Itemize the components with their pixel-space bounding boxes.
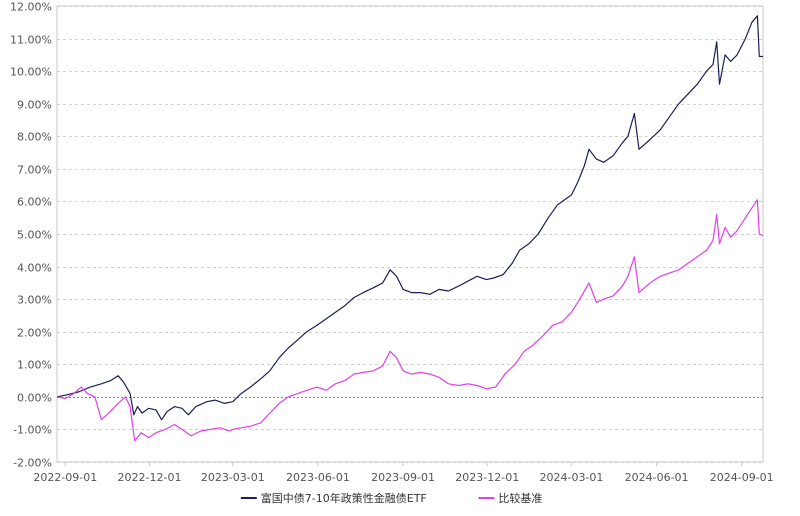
y-tick-label: 5.00% (17, 229, 52, 242)
x-tick-label: 2023-09-01 (371, 471, 435, 484)
x-tick-label: 2024-03-01 (539, 471, 603, 484)
series-line-benchmark (56, 199, 764, 442)
x-axis-ticks: 2022-09-01 2022-12-01 2023-03-01 2023-06-01… (33, 462, 774, 484)
y-tick-label: 3.00% (17, 294, 52, 307)
y-tick-label: 8.00% (17, 131, 52, 144)
y-tick-label: 11.00% (10, 34, 52, 47)
x-tick-label: 2022-09-01 (33, 471, 97, 484)
x-tick-label: 2023-12-01 (455, 471, 519, 484)
x-tick-label: 2023-03-01 (201, 471, 265, 484)
legend: 富国中债7-10年政策性金融债ETF 比较基准 (240, 491, 542, 505)
y-tick-label: 7.00% (17, 164, 52, 177)
legend-label-fund: 富国中债7-10年政策性金融债ETF (261, 491, 427, 505)
grid-lines (56, 5, 764, 463)
y-tick-label: 2.00% (17, 327, 52, 340)
series-line-fund (56, 15, 763, 421)
y-tick-label: 0.00% (17, 392, 52, 405)
y-tick-label: 12.00% (10, 1, 52, 14)
legend-label-benchmark: 比较基准 (498, 491, 542, 505)
y-axis-ticks: -2.00% -1.00% 0.00% 1.00% 2.00% 3.00% 4.00% 5.0… (10, 1, 52, 470)
x-tick-label: 2023-06-01 (286, 471, 350, 484)
y-tick-label: 10.00% (10, 66, 52, 79)
y-tick-label: -2.00% (13, 457, 52, 470)
y-tick-label: 4.00% (17, 262, 52, 275)
y-tick-label: 1.00% (17, 359, 52, 372)
y-tick-label: 6.00% (17, 196, 52, 209)
x-tick-label: 2024-09-01 (710, 471, 774, 484)
x-tick-label: 2022-12-01 (118, 471, 182, 484)
y-tick-label: 9.00% (17, 99, 52, 112)
series-lines (56, 15, 764, 442)
y-tick-label: -1.00% (13, 424, 52, 437)
x-tick-label: 2024-06-01 (625, 471, 689, 484)
